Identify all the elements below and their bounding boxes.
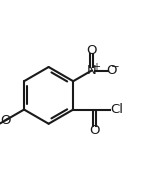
Text: −: − [111, 62, 120, 72]
Text: O: O [89, 124, 99, 137]
Text: N: N [87, 64, 96, 77]
Text: O: O [106, 64, 117, 77]
Text: +: + [92, 62, 100, 72]
Text: Cl: Cl [110, 103, 123, 116]
Text: O: O [1, 114, 11, 127]
Text: O: O [86, 44, 97, 57]
